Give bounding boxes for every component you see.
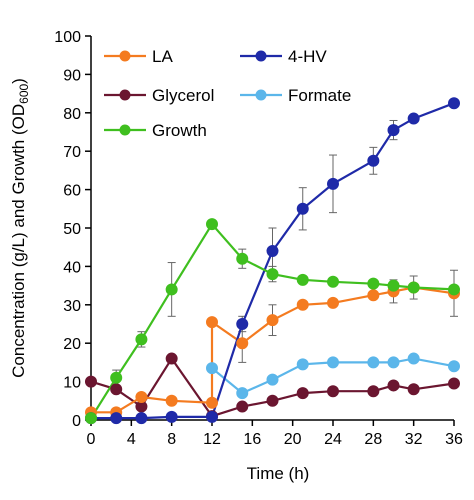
glycerol-point bbox=[448, 377, 460, 390]
y-tick-label: 70 bbox=[63, 144, 81, 161]
y-tick-label: 40 bbox=[63, 259, 81, 276]
growth-point bbox=[448, 283, 460, 296]
4-hv-point bbox=[327, 177, 339, 190]
growth-point bbox=[135, 333, 148, 346]
x-tick-label: 24 bbox=[324, 431, 342, 448]
x-tick-label: 16 bbox=[243, 431, 261, 448]
axes: 0 10 20 30 40 50 60 70 80 90 100 0 4 8 12 16 20 24 28 32 36 bbox=[54, 29, 463, 448]
y-tick-label: 80 bbox=[63, 106, 81, 123]
la-point bbox=[206, 316, 218, 329]
y-tick-label: 20 bbox=[63, 336, 81, 353]
4-hv-point bbox=[165, 410, 178, 423]
y-tick-label: 60 bbox=[63, 183, 81, 200]
growth-point bbox=[296, 273, 309, 286]
la-point bbox=[206, 396, 218, 409]
glycerol-point bbox=[387, 379, 400, 392]
legend-4-hv-label: 4-HV bbox=[288, 47, 327, 66]
formate-point bbox=[407, 352, 420, 365]
la-point bbox=[327, 296, 339, 309]
formate-point bbox=[327, 356, 339, 369]
x-tick-label: 28 bbox=[364, 431, 382, 448]
la-point bbox=[236, 337, 249, 350]
growth-point bbox=[236, 252, 249, 265]
4-hv-point bbox=[296, 202, 309, 215]
y-tick-label: 90 bbox=[63, 67, 81, 84]
legend: LA 4-HV Glycerol Formate Growth bbox=[104, 47, 351, 140]
formate-point bbox=[448, 360, 460, 373]
glycerol-point bbox=[407, 383, 420, 396]
x-tick-label: 4 bbox=[127, 431, 136, 448]
formate-point bbox=[367, 356, 380, 369]
growth-point bbox=[387, 279, 400, 292]
glycerol-point bbox=[236, 400, 249, 413]
4-hv-point bbox=[367, 154, 380, 167]
x-tick-label: 32 bbox=[405, 431, 423, 448]
legend-formate-marker bbox=[255, 89, 267, 101]
4-hv-point bbox=[135, 412, 148, 425]
x-tick-label: 8 bbox=[167, 431, 176, 448]
growth-point bbox=[327, 275, 339, 288]
4-hv-point bbox=[266, 245, 279, 258]
formate-point bbox=[266, 373, 279, 386]
glycerol-point bbox=[296, 387, 309, 400]
legend-4-hv-marker bbox=[255, 50, 267, 62]
glycerol-point bbox=[327, 385, 339, 398]
y-tick-label: 100 bbox=[54, 29, 81, 46]
glycerol-point bbox=[165, 352, 178, 365]
glycerol-point bbox=[367, 385, 380, 398]
4-hv-point bbox=[110, 412, 123, 425]
growth-point bbox=[110, 371, 123, 384]
formate-point bbox=[387, 356, 400, 369]
growth-point bbox=[407, 281, 420, 294]
y-axis-title: Concentration (g/L) and Growth (OD600) bbox=[9, 78, 31, 378]
4-hv-point bbox=[236, 318, 249, 330]
x-tick-label: 0 bbox=[87, 431, 96, 448]
4-hv-point bbox=[387, 124, 400, 137]
y-tick-label: 0 bbox=[72, 413, 81, 430]
glycerol-point bbox=[85, 375, 97, 388]
growth-point bbox=[85, 412, 97, 425]
legend-growth-marker bbox=[119, 124, 131, 136]
legend-glycerol-label: Glycerol bbox=[152, 86, 214, 105]
growth-point bbox=[206, 218, 218, 231]
error-bars bbox=[112, 119, 458, 386]
4-hv-point bbox=[448, 97, 460, 110]
y-axis-title-subscript: 600 bbox=[17, 83, 31, 103]
x-tick-label: 20 bbox=[284, 431, 302, 448]
y-axis-title-main: Concentration (g/L) and Growth (OD bbox=[9, 104, 28, 378]
growth-point bbox=[266, 268, 279, 281]
legend-glycerol-marker bbox=[119, 89, 131, 101]
formate-point bbox=[296, 358, 309, 371]
4-hv-point bbox=[206, 410, 218, 423]
legend-growth-label: Growth bbox=[152, 121, 207, 140]
la-point bbox=[135, 390, 148, 403]
formate-point bbox=[236, 387, 249, 400]
la-point bbox=[266, 314, 279, 327]
legend-la-marker bbox=[119, 50, 131, 62]
legend-formate-label: Formate bbox=[288, 86, 351, 105]
legend-la-label: LA bbox=[152, 47, 173, 66]
growth-point bbox=[165, 283, 178, 296]
la-point bbox=[165, 394, 178, 407]
y-tick-label: 30 bbox=[63, 298, 81, 315]
x-tick-label: 12 bbox=[203, 431, 221, 448]
growth-point bbox=[367, 277, 380, 290]
4-hv-point bbox=[407, 112, 420, 125]
x-tick-label: 36 bbox=[445, 431, 463, 448]
y-tick-label: 50 bbox=[63, 221, 81, 238]
y-axis-title-close: ) bbox=[9, 78, 28, 84]
formate-point bbox=[206, 362, 218, 375]
la-point bbox=[367, 289, 380, 302]
x-axis-title: Time (h) bbox=[247, 464, 310, 483]
glycerol-point bbox=[266, 394, 279, 407]
series-markers bbox=[85, 97, 460, 425]
la-point bbox=[296, 298, 309, 311]
glycerol-point bbox=[110, 383, 123, 396]
y-tick-label: 10 bbox=[63, 375, 81, 392]
